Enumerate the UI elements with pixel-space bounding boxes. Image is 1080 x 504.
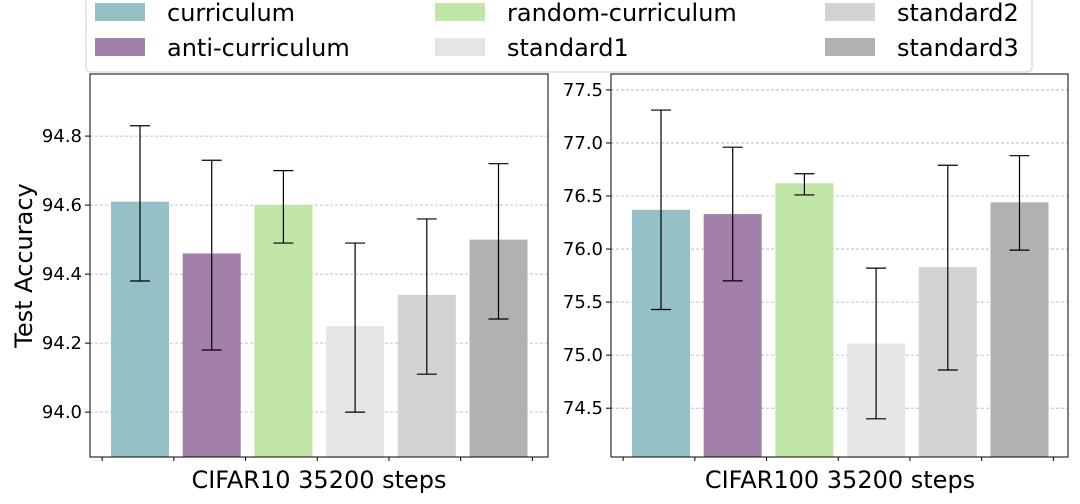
legend-swatch-standard3	[825, 38, 875, 56]
x-axis-label: CIFAR100 35200 steps	[705, 466, 975, 494]
y-tick-label: 75.5	[563, 292, 603, 313]
legend-items: curriculum anti-curriculum random-curricul…	[95, 0, 1019, 62]
y-tick-label: 75.0	[563, 345, 603, 366]
y-tick-label: 76.0	[563, 239, 603, 260]
chart-cifar100: 74.5 75.0 75.5 76.0 76.5 77.0 77.5 CIFAR100 352…	[563, 73, 1069, 494]
y-tick-label: 94.0	[42, 402, 82, 423]
legend-swatch-standard2	[825, 3, 875, 21]
y-axis-label: Test Accuracy	[10, 183, 38, 348]
y-tick-label: 94.6	[42, 195, 82, 216]
legend-swatch-curriculum	[95, 3, 145, 21]
y-tick-label: 74.5	[563, 398, 603, 419]
legend-label-standard2: standard2	[897, 0, 1019, 27]
plot-frame	[89, 73, 549, 458]
chart-cifar10: 94.0 94.2 94.4 94.6 94.8 CIFAR10 35200 steps T…	[10, 73, 549, 494]
x-axis-label: CIFAR10 35200 steps	[191, 466, 446, 494]
legend-frame	[85, 0, 1033, 73]
y-tick-label: 94.8	[42, 126, 82, 147]
y-tick-label: 77.0	[563, 133, 603, 154]
legend-label-anti-curriculum: anti-curriculum	[167, 34, 350, 62]
legend-label-curriculum: curriculum	[167, 0, 295, 27]
y-tick-label: 94.4	[42, 264, 82, 285]
y-tick-label: 77.5	[563, 80, 603, 101]
legend-swatch-random-curriculum	[435, 3, 485, 21]
bar-random-curriculum	[775, 183, 834, 457]
legend	[85, 0, 1033, 73]
legend-label-standard1: standard1	[507, 34, 629, 62]
y-tick-label: 76.5	[563, 186, 603, 207]
legend-label-standard3: standard3	[897, 34, 1019, 62]
bar-random-curriculum	[254, 205, 313, 457]
y-tick-label: 94.2	[42, 333, 82, 354]
plot-frame	[610, 73, 1069, 458]
legend-label-random-curriculum: random-curriculum	[507, 0, 737, 27]
legend-swatch-anti-curriculum	[95, 38, 145, 56]
legend-swatch-standard1	[435, 38, 485, 56]
